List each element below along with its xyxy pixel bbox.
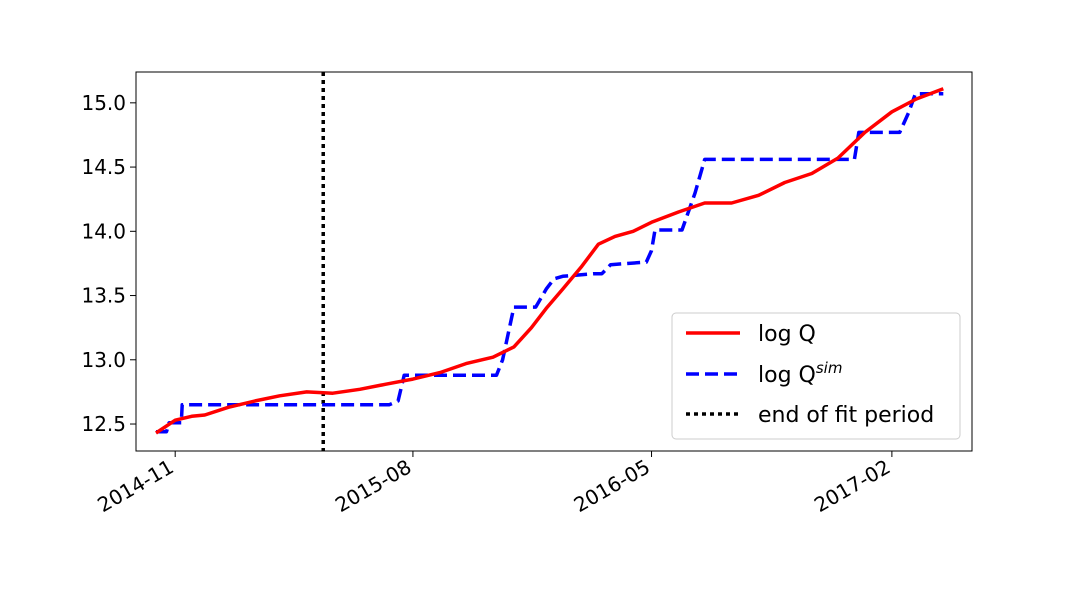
legend-frame xyxy=(671,312,961,440)
legend-label-end-of-fit-period: end of fit period xyxy=(758,403,934,428)
y-tick-label: 14.5 xyxy=(81,155,126,179)
legend-label-log-q: log Q xyxy=(758,322,816,347)
plot-lines xyxy=(155,72,944,451)
legend-label-log-q-sim-superscript: sim xyxy=(816,359,843,377)
series-line-log-q-sim xyxy=(156,92,944,434)
y-tick-label: 13.5 xyxy=(81,284,126,308)
legend: log Q log Qsim end of fit period xyxy=(671,312,961,440)
y-tick-label: 15.0 xyxy=(81,91,126,115)
legend-label-log-q-sim-base: log Q xyxy=(758,363,816,388)
y-axis: 12.5 13.0 13.5 14.0 14.5 15.0 xyxy=(81,91,136,436)
y-tick-label: 12.5 xyxy=(81,412,126,436)
legend-label-log-q-sim: log Qsim xyxy=(758,359,842,388)
series-line-log-q xyxy=(155,87,944,435)
y-tick-label: 13.0 xyxy=(81,348,126,372)
plot-frame xyxy=(135,71,973,452)
y-tick-label: 14.0 xyxy=(81,219,126,243)
